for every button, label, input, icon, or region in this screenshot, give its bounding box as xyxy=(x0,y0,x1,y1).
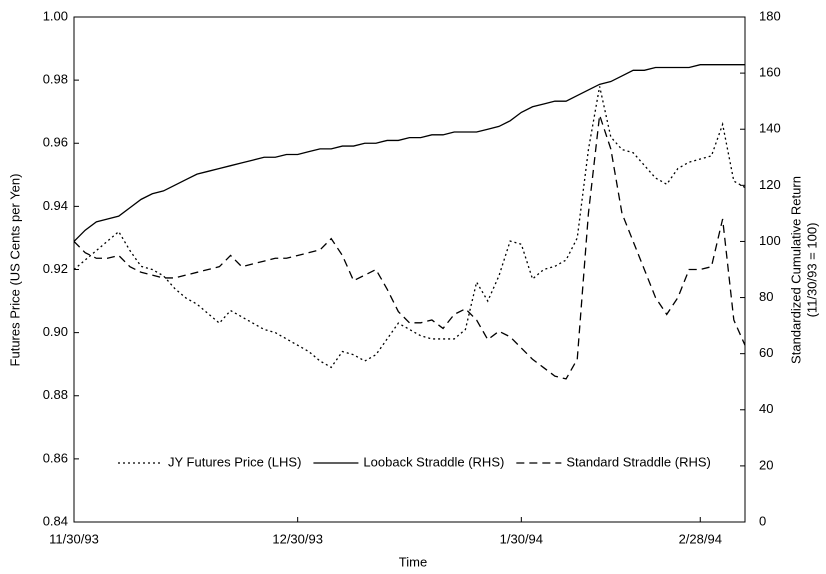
y2-tick-label: 160 xyxy=(759,65,781,80)
y2-axis-title: Standardized Cumulative Return xyxy=(788,176,803,364)
series-line xyxy=(73,64,745,242)
x-tick-label: 1/30/94 xyxy=(500,531,543,546)
y2-tick-label: 60 xyxy=(759,345,773,360)
legend-label: Standard Straddle (RHS) xyxy=(566,454,711,469)
y2-tick-label: 120 xyxy=(759,177,781,192)
x-tick-label: 11/30/93 xyxy=(49,531,99,546)
y2-tick-label: 180 xyxy=(759,8,781,23)
x-axis-title: Time xyxy=(399,554,427,569)
y-tick-label: 0.88 xyxy=(43,387,68,402)
y2-tick-label: 80 xyxy=(759,289,773,304)
x-tick-label: 12/30/93 xyxy=(272,531,323,546)
y2-tick-label: 20 xyxy=(759,457,773,472)
y2-tick-label: 140 xyxy=(759,121,781,136)
y2-axis-title: (11/30/93 = 100) xyxy=(804,223,819,318)
series-line xyxy=(73,86,746,369)
y-tick-label: 0.96 xyxy=(43,135,68,150)
legend-label: JY Futures Price (LHS) xyxy=(168,454,301,469)
y-tick-label: 0.98 xyxy=(43,72,68,87)
y-tick-label: 0.94 xyxy=(43,198,68,213)
x-tick-label: 2/28/94 xyxy=(679,531,722,546)
y2-tick-label: 0 xyxy=(759,513,766,528)
y-axis-title: Futures Price (US Cents per Yen) xyxy=(7,174,22,367)
y-tick-label: 1.00 xyxy=(43,8,68,23)
y-tick-label: 0.90 xyxy=(43,324,68,339)
legend-label: Looback Straddle (RHS) xyxy=(363,454,504,469)
y-tick-label: 0.84 xyxy=(43,513,68,528)
series-line xyxy=(73,114,746,380)
y2-tick-label: 100 xyxy=(759,233,781,248)
y2-tick-label: 40 xyxy=(759,401,773,416)
y-tick-label: 0.86 xyxy=(43,450,68,465)
y-tick-label: 0.92 xyxy=(43,261,68,276)
